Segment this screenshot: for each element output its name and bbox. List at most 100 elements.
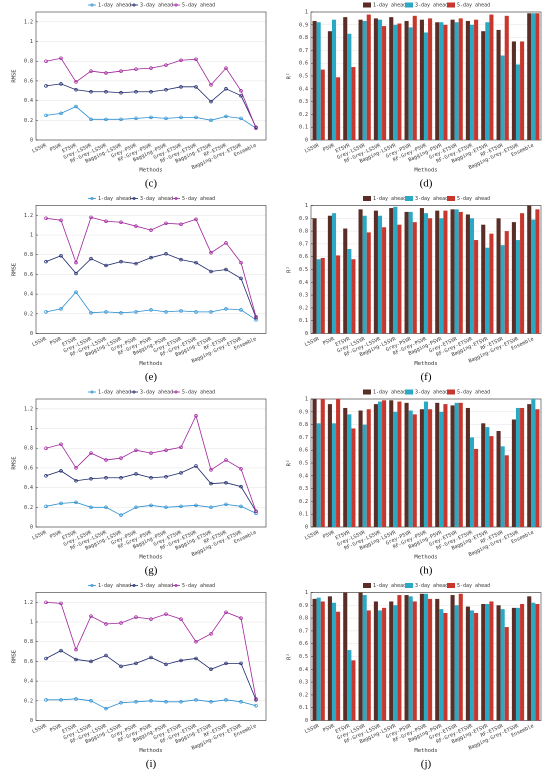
point <box>59 307 63 311</box>
bar <box>331 19 337 140</box>
point <box>239 276 243 281</box>
bar <box>515 240 521 334</box>
point <box>194 413 198 418</box>
legend-label: 1-day ahead <box>98 196 131 202</box>
y-tick-label: 0.5 <box>299 654 308 660</box>
point <box>179 471 183 475</box>
point <box>134 310 138 314</box>
bar <box>382 607 387 721</box>
bar <box>382 227 387 334</box>
point <box>89 215 93 220</box>
bar <box>373 18 378 140</box>
point <box>149 476 153 480</box>
point <box>119 476 123 480</box>
bar <box>454 22 459 141</box>
bar <box>336 255 341 334</box>
point <box>134 505 138 510</box>
y-tick-label: 0.6 <box>299 61 308 67</box>
y-axis-label: R² <box>286 73 293 80</box>
bar <box>316 423 321 527</box>
legend-label: 5-day ahead <box>457 390 490 396</box>
bar <box>500 55 505 140</box>
bar <box>373 601 378 721</box>
bar <box>511 222 516 334</box>
bar <box>404 595 409 721</box>
bar <box>389 208 394 334</box>
point <box>74 697 78 701</box>
y-tick-label: 0.8 <box>299 35 308 41</box>
y-tick-label: 1 <box>30 233 33 239</box>
y-tick-label: 0.7 <box>299 241 308 247</box>
series-line <box>45 601 257 699</box>
point <box>44 474 48 478</box>
point <box>74 88 78 92</box>
y-tick-label: 1.2 <box>24 600 33 606</box>
bar <box>404 20 409 140</box>
bar <box>474 612 479 721</box>
point <box>179 617 183 621</box>
bar <box>443 404 448 527</box>
bar <box>511 419 516 527</box>
point <box>89 117 93 122</box>
point <box>89 451 93 455</box>
bar <box>343 17 348 140</box>
y-tick-label: 0.2 <box>24 698 33 704</box>
legend-label: 3-day ahead <box>415 390 448 396</box>
y-tick-label: 0.1 <box>299 705 308 711</box>
bar <box>408 211 413 334</box>
legend-label: 5-day ahead <box>182 390 215 396</box>
y-tick-label: 0.8 <box>299 616 308 622</box>
point <box>134 224 138 228</box>
bar <box>469 437 475 527</box>
bar <box>336 611 341 721</box>
point <box>134 615 138 619</box>
bar <box>428 218 433 334</box>
bar <box>511 41 516 140</box>
bar <box>327 596 332 721</box>
bar <box>504 15 509 141</box>
bar <box>312 20 317 140</box>
bar <box>331 423 337 527</box>
x-axis-label: Methods <box>139 168 162 174</box>
bar <box>443 210 448 334</box>
bar <box>485 22 490 141</box>
x-axis-label: Methods <box>414 748 437 754</box>
legend-label: 1-day ahead <box>98 583 131 589</box>
bar <box>527 404 532 527</box>
bar <box>496 218 501 334</box>
x-tick-label: PSVR <box>49 529 63 540</box>
bar <box>362 215 367 334</box>
legend-marker <box>132 583 136 587</box>
y-tick-label: 0 <box>30 331 33 337</box>
y-tick-label: 1.2 <box>24 406 33 412</box>
bar <box>485 604 490 721</box>
point <box>89 256 93 261</box>
y-tick-label: 1 <box>305 397 308 403</box>
bar <box>511 607 516 721</box>
legend-label: 3-day ahead <box>415 583 448 589</box>
point <box>164 448 168 452</box>
bar <box>435 402 440 527</box>
bar <box>439 218 444 334</box>
bar <box>535 604 540 721</box>
bar <box>343 228 348 334</box>
x-tick-label: LSSVR <box>31 142 48 154</box>
legend-swatch <box>363 583 371 588</box>
point <box>59 501 63 506</box>
bar <box>458 593 463 721</box>
series-line <box>45 501 257 516</box>
series-line <box>45 106 257 129</box>
bar <box>458 18 463 140</box>
bar <box>347 33 352 141</box>
point <box>104 219 108 224</box>
point <box>164 310 168 314</box>
point <box>164 251 168 256</box>
point <box>74 657 78 662</box>
caption: (i) <box>146 758 157 770</box>
bar <box>397 224 402 334</box>
bar <box>408 596 413 721</box>
bar <box>362 595 367 721</box>
bar <box>527 596 532 721</box>
point <box>44 310 48 314</box>
